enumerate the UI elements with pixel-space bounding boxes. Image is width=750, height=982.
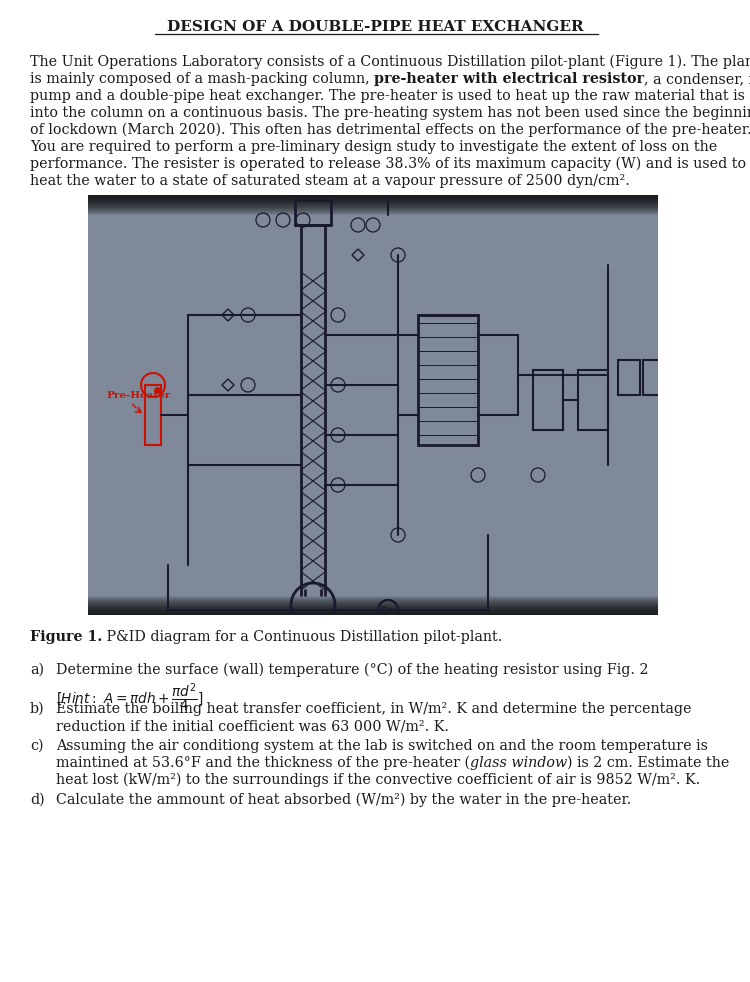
Text: c): c): [30, 739, 44, 753]
Text: pump and a double-pipe heat exchanger. The pre-heater is used to heat up the raw: pump and a double-pipe heat exchanger. T…: [30, 89, 750, 103]
Text: Determine the surface (wall) temperature (°C) of the heating resistor using Fig.: Determine the surface (wall) temperature…: [56, 663, 649, 678]
Text: performance. The resister is operated to release 38.3% of its maximum capacity (: performance. The resister is operated to…: [30, 157, 746, 172]
Text: pre-heater with electrical resistor: pre-heater with electrical resistor: [374, 72, 644, 86]
Text: Estimate the boiling heat transfer coefficient, in W/m². K and determine the per: Estimate the boiling heat transfer coeff…: [56, 702, 692, 716]
Bar: [643, 360, 665, 395]
Text: Calculate the ammount of heat absorbed (W/m²) by the water in the pre-heater.: Calculate the ammount of heat absorbed (…: [56, 793, 632, 807]
Text: , a condenser, feed: , a condenser, feed: [644, 72, 750, 86]
Text: glass window: glass window: [470, 756, 567, 770]
Text: The Unit Operations Laboratory consists of a Continuous Distillation pilot-plant: The Unit Operations Laboratory consists …: [30, 55, 750, 70]
Text: You are required to perform a pre-liminary design study to investigate the exten: You are required to perform a pre-limina…: [30, 140, 717, 154]
Text: is mainly composed of a mash-packing column,: is mainly composed of a mash-packing col…: [30, 72, 374, 86]
Text: b): b): [30, 702, 45, 716]
Bar: [618, 360, 640, 395]
Text: of lockdown (March 2020). This often has detrimental effects on the performance : of lockdown (March 2020). This often has…: [30, 123, 750, 137]
Text: heat the water to a state of saturated steam at a vapour pressure of 2500 dyn/cm: heat the water to a state of saturated s…: [30, 174, 630, 188]
Bar: [533, 370, 563, 430]
Text: DESIGN OF A DOUBLE-PIPE HEAT EXCHANGER: DESIGN OF A DOUBLE-PIPE HEAT EXCHANGER: [166, 20, 584, 34]
Text: P&ID diagram for a Continuous Distillation pilot-plant.: P&ID diagram for a Continuous Distillati…: [102, 630, 502, 644]
Text: reduction if the initial coefficient was 63 000 W/m². K.: reduction if the initial coefficient was…: [56, 719, 449, 733]
Text: ) is 2 cm. Estimate the: ) is 2 cm. Estimate the: [567, 756, 730, 770]
Bar: [578, 370, 608, 430]
Bar: [418, 315, 478, 445]
Text: $[Hint:\ A = \pi dh + \dfrac{\pi d^2}{4}]$: $[Hint:\ A = \pi dh + \dfrac{\pi d^2}{4}…: [56, 681, 204, 714]
Text: a): a): [30, 663, 44, 677]
Text: maintined at 53.6°F and the thickness of the pre-heater (: maintined at 53.6°F and the thickness of…: [56, 756, 470, 771]
Bar: [145, 385, 161, 445]
Text: d): d): [30, 793, 45, 807]
Text: Pre-Heater: Pre-Heater: [106, 391, 170, 400]
Text: Figure 1.: Figure 1.: [30, 630, 102, 644]
Text: into the column on a continuous basis. The pre-heating system has not been used : into the column on a continuous basis. T…: [30, 106, 750, 120]
Text: heat lost (kW/m²) to the surroundings if the convective coefficient of air is 98: heat lost (kW/m²) to the surroundings if…: [56, 773, 701, 788]
Text: Assuming the air conditiong system at the lab is switched on and the room temper: Assuming the air conditiong system at th…: [56, 739, 708, 753]
